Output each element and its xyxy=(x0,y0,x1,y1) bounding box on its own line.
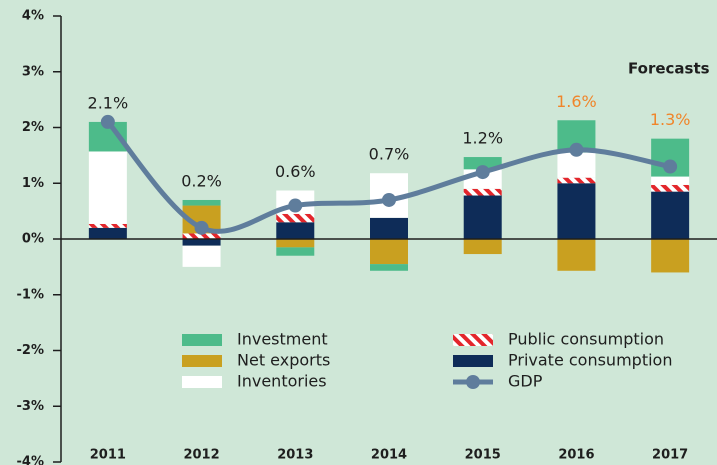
bar-segment xyxy=(463,188,502,196)
bar-segment xyxy=(182,233,221,239)
bar-segment xyxy=(651,176,690,185)
annotation: Forecasts xyxy=(628,60,710,78)
bar-segment xyxy=(276,222,315,239)
data-label: 0.2% xyxy=(181,171,222,190)
bar-segment xyxy=(182,239,221,246)
bar-segment xyxy=(182,245,221,267)
y-tick-label: -3% xyxy=(17,399,44,414)
bar-segment xyxy=(651,191,690,239)
x-tick-label: 2011 xyxy=(90,448,126,463)
bar-segment xyxy=(651,239,690,273)
bar-segment xyxy=(276,239,315,248)
bar-segment xyxy=(88,223,127,228)
legend-swatch xyxy=(182,334,222,346)
legend-label: Net exports xyxy=(237,351,330,370)
bar-segment xyxy=(370,217,408,239)
bar-segment xyxy=(557,183,596,239)
legend-swatch xyxy=(182,376,222,388)
y-tick-label: 1% xyxy=(22,176,44,191)
gdp-point xyxy=(288,198,303,213)
y-tick-label: -1% xyxy=(17,287,44,302)
legend-label: Inventories xyxy=(237,372,327,391)
gdp-point xyxy=(663,159,678,174)
gdp-point xyxy=(194,220,209,235)
gdp-point xyxy=(100,114,115,129)
data-label: 0.7% xyxy=(369,145,410,164)
data-label: 1.3% xyxy=(650,110,691,129)
bar-segment xyxy=(88,151,127,224)
bar-segment xyxy=(276,247,315,256)
x-tick-label: 2017 xyxy=(652,448,688,463)
data-label: 1.6% xyxy=(556,92,597,111)
y-tick-label: 4% xyxy=(22,9,44,24)
legend-label: Private consumption xyxy=(508,351,672,370)
bar-segment xyxy=(182,199,221,206)
data-label: 2.1% xyxy=(88,93,129,112)
bar-segment xyxy=(370,239,408,265)
legend-swatch xyxy=(466,375,480,389)
x-tick-label: 2012 xyxy=(183,448,219,463)
y-tick-label: -4% xyxy=(17,455,44,465)
x-tick-label: 2014 xyxy=(371,448,407,463)
legend-label: Public consumption xyxy=(508,330,664,349)
legend-label: GDP xyxy=(508,372,543,391)
x-tick-label: 2015 xyxy=(465,448,501,463)
bar-segment xyxy=(370,264,408,271)
y-tick-label: 3% xyxy=(22,64,44,79)
bar-segment xyxy=(557,177,596,184)
gdp-point xyxy=(382,192,396,207)
legend-swatch xyxy=(453,334,493,346)
legend-swatch xyxy=(453,355,493,367)
data-label: 0.6% xyxy=(275,162,316,181)
bar-segment xyxy=(276,213,315,223)
bar-segment xyxy=(463,157,502,170)
y-tick-label: -2% xyxy=(17,343,44,358)
bar-segment xyxy=(651,184,690,192)
bar-segment xyxy=(88,227,127,239)
bar-segment xyxy=(463,239,502,255)
bar-segment xyxy=(557,239,596,271)
y-tick-label: 0% xyxy=(22,232,44,247)
data-label: 1.2% xyxy=(462,129,503,148)
legend-swatch xyxy=(182,355,222,367)
bar-segment xyxy=(463,195,502,239)
x-tick-label: 2016 xyxy=(558,448,594,463)
gdp-point xyxy=(569,142,584,157)
legend-label: Investment xyxy=(237,330,328,349)
y-tick-label: 2% xyxy=(22,120,44,135)
gdp-point xyxy=(475,165,490,180)
x-tick-label: 2013 xyxy=(277,448,313,463)
